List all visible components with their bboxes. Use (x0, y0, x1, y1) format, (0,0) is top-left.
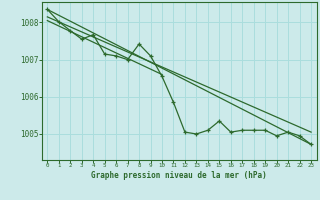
X-axis label: Graphe pression niveau de la mer (hPa): Graphe pression niveau de la mer (hPa) (91, 171, 267, 180)
